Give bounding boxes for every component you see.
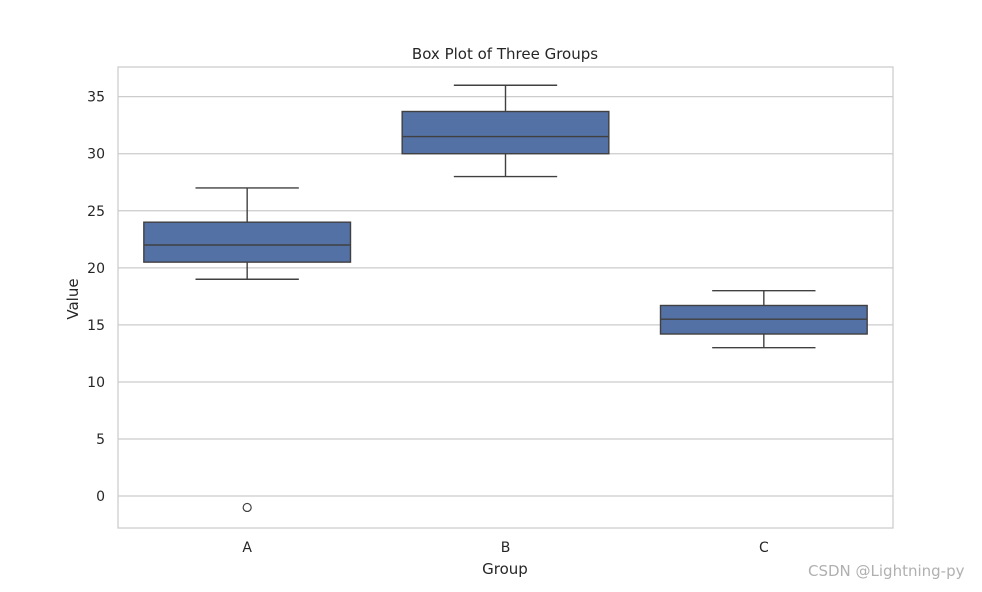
- x-axis-title: Group: [482, 560, 528, 578]
- boxes-layer: [143, 84, 868, 513]
- x-tick-labels: A B C: [242, 540, 769, 556]
- box-group-C: [659, 289, 868, 349]
- y-tick-label: 0: [96, 489, 105, 505]
- box-iqr: [143, 221, 352, 263]
- y-tick-label: 35: [87, 90, 105, 106]
- chart-title: Box Plot of Three Groups: [412, 45, 598, 63]
- y-tick-label: 15: [87, 318, 105, 334]
- x-tick-label: C: [759, 540, 769, 556]
- y-tick-label: 30: [87, 147, 105, 163]
- plot-frame: [117, 66, 894, 529]
- y-axis-title: Value: [64, 278, 82, 319]
- x-tick-label: A: [242, 540, 252, 556]
- y-tick-label: 20: [87, 261, 105, 277]
- box-group-A: [143, 187, 352, 513]
- x-tick-label: B: [501, 540, 511, 556]
- y-tick-labels: 0 5 10 15 20 25 30 35: [87, 90, 105, 505]
- box-iqr: [401, 110, 610, 155]
- y-tick-label: 10: [87, 375, 105, 391]
- y-tick-label: 5: [96, 432, 105, 448]
- box-group-B: [401, 84, 610, 178]
- outlier-point: [242, 502, 252, 513]
- y-tick-label: 25: [87, 204, 105, 220]
- watermark-text: CSDN @Lightning-py: [808, 562, 965, 580]
